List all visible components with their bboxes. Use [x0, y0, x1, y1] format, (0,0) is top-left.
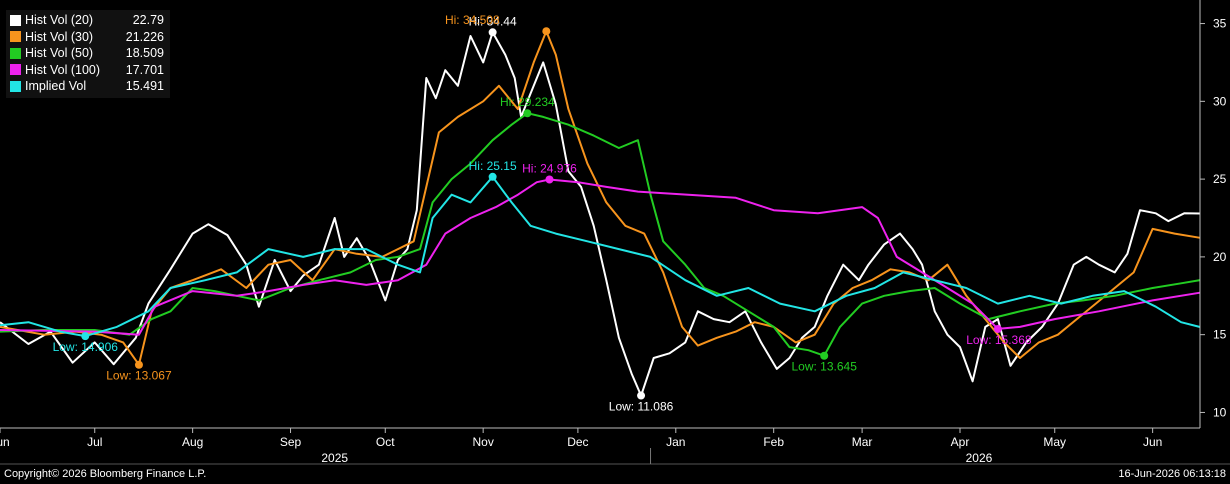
copyright-text: Copyright© 2026 Bloomberg Finance L.P.	[4, 468, 207, 480]
x-tick-label: Feb	[763, 435, 784, 449]
y-tick-label: 25	[1213, 172, 1227, 186]
extreme-label: Low: 15.368	[966, 333, 1032, 347]
legend-swatch	[10, 80, 21, 92]
legend-value: 18.509	[125, 46, 164, 61]
legend-item: Hist Vol (20) 22.79	[8, 12, 164, 29]
extreme-label: Hi: 34.44	[469, 14, 517, 28]
x-tick-label: Dec	[567, 435, 588, 449]
plot-area	[0, 30, 1201, 397]
y-tick-label: 30	[1213, 94, 1227, 108]
y-tick-label: 20	[1213, 250, 1227, 264]
extreme-marker	[81, 332, 90, 341]
extreme-marker	[488, 28, 497, 37]
extreme-marker	[523, 109, 532, 118]
legend-swatch	[10, 31, 21, 43]
extreme-label: Hi: 25.15	[469, 159, 517, 173]
legend-value: 17.701	[125, 62, 164, 77]
series-line-1	[0, 31, 1201, 397]
legend-value: 15.491	[125, 79, 164, 94]
extreme-marker	[134, 360, 143, 369]
legend: Hist Vol (20) 22.79 Hist Vol (30) 21.226 His…	[6, 10, 170, 98]
legend-swatch	[10, 14, 21, 26]
legend-item: Hist Vol (100) 17.701	[8, 62, 164, 79]
legend-item: Hist Vol (50) 18.509	[8, 45, 164, 62]
x-axis: Jun Jul Aug Sep Oct Nov Dec Jan Feb Mar Apr May Jun 2…	[0, 427, 1230, 465]
legend-label: Hist Vol (30)	[25, 29, 94, 44]
y-tick-label: 35	[1213, 17, 1227, 31]
extreme-marker	[820, 351, 829, 360]
extreme-label: Low: 11.086	[609, 400, 674, 414]
legend-item: Hist Vol (30) 21.226	[8, 29, 164, 46]
legend-label: Hist Vol (20)	[25, 13, 94, 28]
y-tick-label: 15	[1213, 328, 1227, 342]
legend-label: Hist Vol (100)	[25, 62, 101, 77]
extreme-label: Low: 14.906	[53, 340, 119, 354]
y-tick-label: 10	[1213, 405, 1227, 419]
annotations: Hi: 34.44 Low: 11.086 Hi: 34.508 Low: 13.06…	[53, 13, 1032, 413]
series-line-2	[0, 30, 1201, 366]
extreme-marker	[542, 27, 551, 36]
series-line-5	[0, 175, 1201, 338]
legend-value: 22.79	[132, 13, 164, 28]
x-tick-label: Oct	[376, 435, 395, 449]
timestamp-text: 16-Jun-2026 06:13:18	[1118, 468, 1226, 480]
extreme-label: Low: 13.645	[792, 360, 858, 374]
legend-label: Hist Vol (50)	[25, 46, 94, 61]
x-tick-label: Jun	[0, 435, 10, 449]
extreme-label: Hi: 24.976	[522, 161, 577, 175]
x-tick-label: Sep	[280, 435, 302, 449]
extreme-marker	[545, 175, 554, 184]
x-tick-label: May	[1043, 435, 1066, 449]
extreme-marker	[488, 172, 497, 181]
x-tick-label: Apr	[951, 435, 970, 449]
extreme-label: Hi: 34.508	[445, 13, 500, 27]
legend-item: Implied Vol 15.491	[8, 78, 164, 95]
y-axis: 10 15 20 25 30 35	[1199, 0, 1227, 428]
extreme-marker	[993, 324, 1002, 333]
extreme-marker	[637, 391, 646, 400]
x-tick-label: Jan	[666, 435, 685, 449]
year-label: 2025	[321, 451, 348, 465]
x-tick-label: Jun	[1143, 435, 1162, 449]
extreme-label: Hi: 29.234	[500, 95, 555, 109]
x-tick-label: Aug	[182, 435, 203, 449]
series-line-3	[0, 112, 1201, 357]
legend-value: 21.226	[125, 29, 164, 44]
legend-swatch	[10, 47, 21, 59]
x-tick-label: Jul	[87, 435, 102, 449]
extreme-label: Low: 13.067	[106, 369, 172, 383]
x-tick-label: Mar	[852, 435, 873, 449]
series-line-4	[0, 178, 1201, 336]
x-tick-label: Nov	[472, 435, 493, 449]
legend-swatch	[10, 64, 21, 76]
legend-label: Implied Vol	[25, 79, 87, 94]
year-label: 2026	[966, 451, 993, 465]
